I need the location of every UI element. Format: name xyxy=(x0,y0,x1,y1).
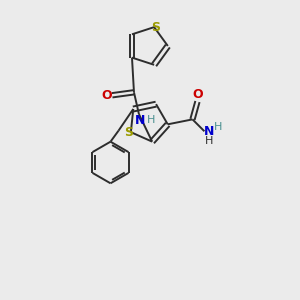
Text: S: S xyxy=(124,126,134,139)
Text: H: H xyxy=(147,115,155,125)
Text: H: H xyxy=(205,136,214,146)
Text: H: H xyxy=(214,122,222,132)
Text: S: S xyxy=(151,21,160,34)
Text: N: N xyxy=(204,125,214,138)
Text: O: O xyxy=(101,89,112,102)
Text: O: O xyxy=(192,88,203,101)
Text: N: N xyxy=(135,113,145,127)
